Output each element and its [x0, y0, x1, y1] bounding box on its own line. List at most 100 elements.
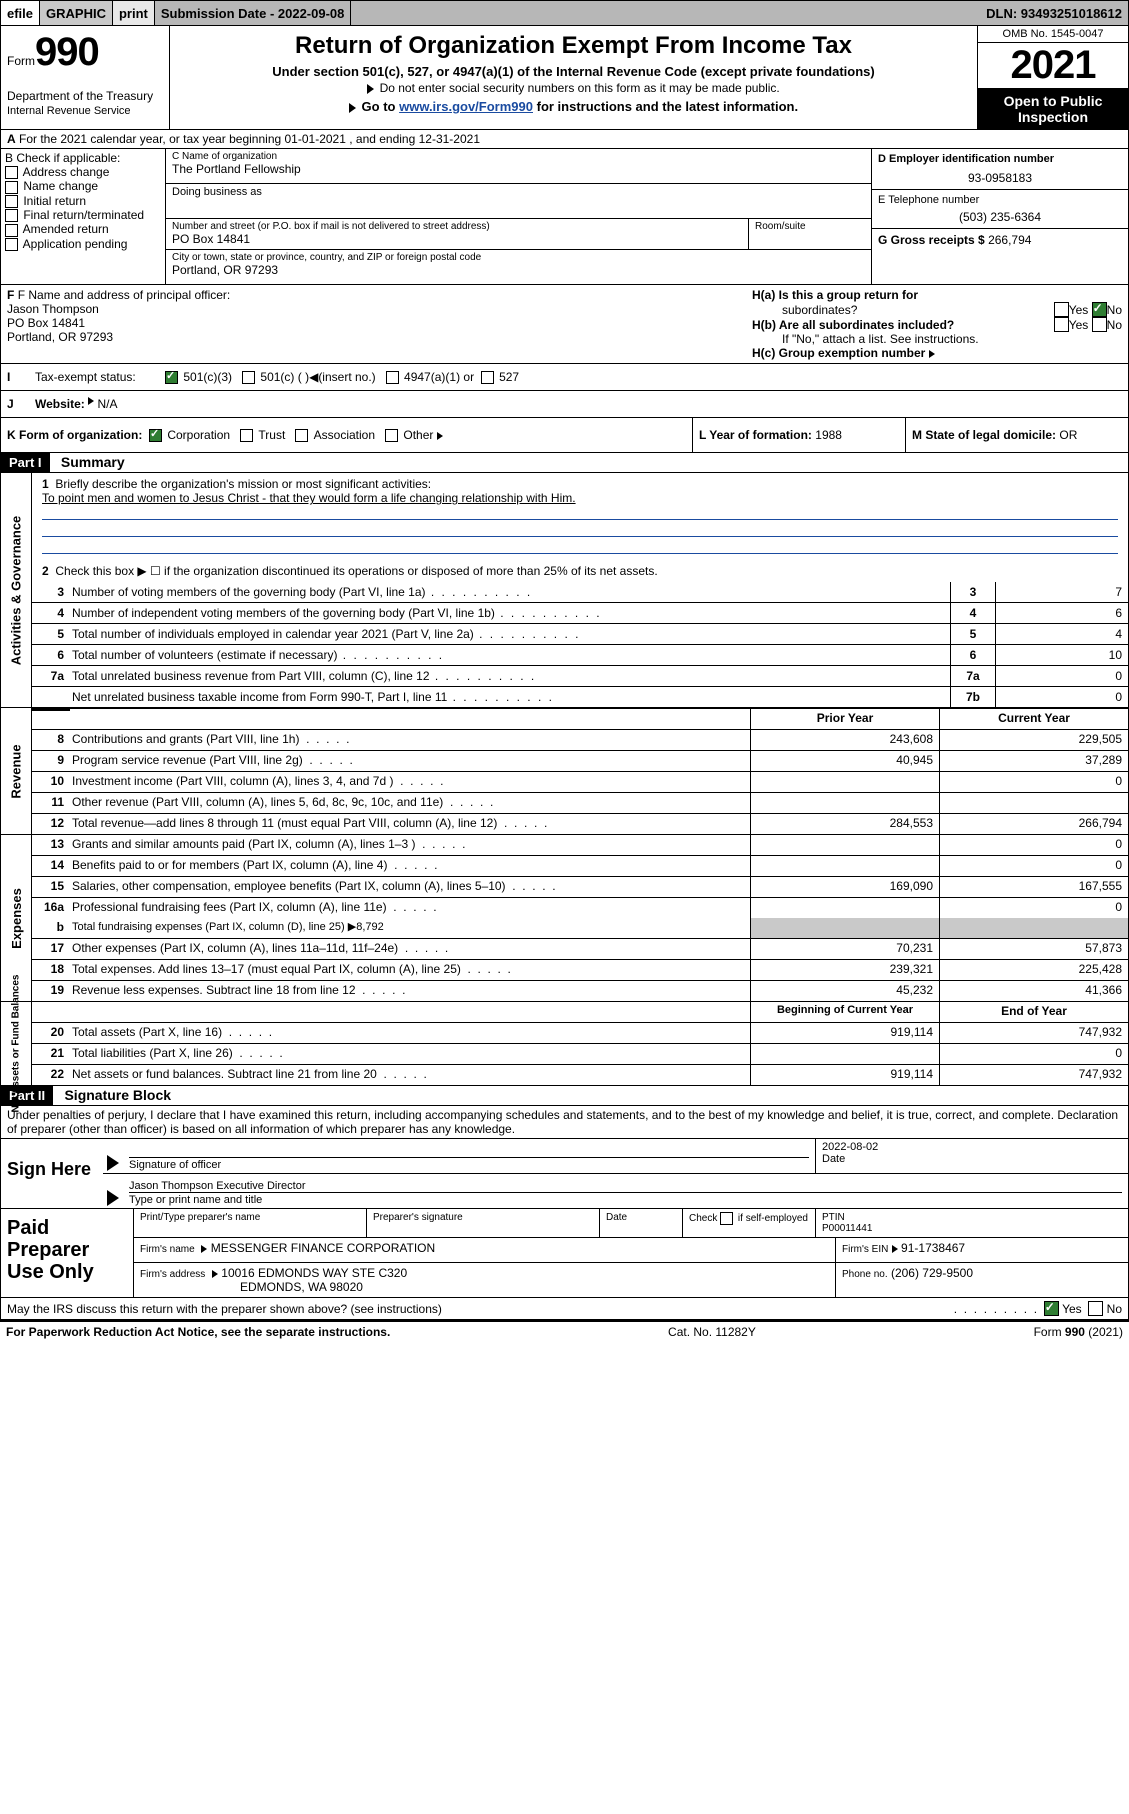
col-d-ein: D Employer identification number 93-0958…: [871, 149, 1128, 284]
chk-address-change[interactable]: Address change: [5, 165, 161, 179]
row-16b: b Total fundraising expenses (Part IX, c…: [32, 918, 1128, 939]
sign-date-field: 2022-08-02 Date: [815, 1139, 1128, 1173]
officer-printed-name: Jason Thompson Executive Director: [129, 1176, 1122, 1193]
firm-phone: (206) 729-9500: [891, 1266, 973, 1280]
col-c-org-info: C Name of organization The Portland Fell…: [166, 149, 871, 284]
signature-field[interactable]: Signature of officer: [123, 1139, 815, 1173]
sign-here-block: Sign Here Signature of officer 2022-08-0…: [0, 1139, 1129, 1209]
paid-preparer-label: Paid Preparer Use Only: [1, 1209, 133, 1297]
irs-link[interactable]: www.irs.gov/Form990: [399, 99, 533, 114]
chk-527[interactable]: [481, 371, 494, 384]
triangle-icon: [367, 84, 374, 94]
form-header: Form990 Department of the Treasury Inter…: [0, 26, 1129, 130]
mission-line: [42, 522, 1118, 537]
sign-here-label: Sign Here: [1, 1139, 103, 1208]
part-1-badge: Part I: [1, 453, 50, 472]
chk-self-employed[interactable]: [720, 1212, 733, 1225]
chk-other[interactable]: [385, 429, 398, 442]
table-row: 14 Benefits paid to or for members (Part…: [32, 856, 1128, 877]
footer-right: Form 990 (2021): [1034, 1325, 1123, 1339]
side-label-ag: Activities & Governance: [1, 473, 32, 707]
chk-final-return[interactable]: Final return/terminated: [5, 208, 161, 222]
table-row: Net unrelated business taxable income fr…: [32, 687, 1128, 707]
efile-label: efile: [1, 1, 40, 25]
dln-label: DLN: 93493251018612: [980, 1, 1128, 25]
ptin-cell: PTIN P00011441: [815, 1209, 1128, 1237]
table-row: 21 Total liabilities (Part X, line 26) .…: [32, 1044, 1128, 1065]
officer-name-field: Jason Thompson Executive Director Type o…: [123, 1174, 1128, 1208]
chk-501c[interactable]: [242, 371, 255, 384]
mission-line: [42, 505, 1118, 520]
part-2-badge: Part II: [1, 1086, 53, 1105]
table-row: 9 Program service revenue (Part VIII, li…: [32, 751, 1128, 772]
firm-addr1: 10016 EDMONDS WAY STE C320: [221, 1266, 407, 1280]
form-label: Form: [7, 54, 35, 68]
chk-4947[interactable]: [386, 371, 399, 384]
chk-name-change[interactable]: Name change: [5, 179, 161, 193]
q2-block: 2 Check this box ▶ ☐ if the organization…: [32, 560, 1128, 582]
chk-initial-return[interactable]: Initial return: [5, 194, 161, 208]
submission-date: Submission Date - 2022-09-08: [155, 1, 352, 25]
table-row: 19 Revenue less expenses. Subtract line …: [32, 981, 1128, 1001]
row-a-tax-year: A For the 2021 calendar year, or tax yea…: [0, 130, 1129, 149]
part-1-title: Summary: [53, 454, 125, 470]
net-assets-section: Net Assets or Fund Balances Beginning of…: [0, 1002, 1129, 1086]
sign-date: 2022-08-02: [822, 1141, 1122, 1153]
org-city: Portland, OR 97293: [172, 263, 865, 277]
col-b-label: B Check if applicable:: [5, 151, 161, 165]
table-row: 7a Total unrelated business revenue from…: [32, 666, 1128, 687]
prior-year-header: Prior Year: [750, 709, 939, 729]
mission-text: To point men and women to Jesus Christ -…: [42, 491, 1118, 505]
hb-yes-checkbox[interactable]: [1054, 317, 1069, 332]
prep-check-cell: Check if self-employed: [682, 1209, 815, 1237]
end-year-header: End of Year: [939, 1002, 1128, 1022]
ein-value: 93-0958183: [878, 171, 1122, 185]
header-right: OMB No. 1545-0047 2021 Open to Public In…: [977, 26, 1128, 129]
table-row: 13 Grants and similar amounts paid (Part…: [32, 835, 1128, 856]
chk-501c3[interactable]: [165, 371, 178, 384]
table-row: 11 Other revenue (Part VIII, column (A),…: [32, 793, 1128, 814]
firm-phone-cell: Phone no. (206) 729-9500: [835, 1263, 1128, 1297]
footer-left: For Paperwork Reduction Act Notice, see …: [6, 1325, 390, 1339]
ptin-value: P00011441: [822, 1223, 1122, 1234]
ein-cell: D Employer identification number 93-0958…: [872, 149, 1128, 189]
expense-table-2: 17 Other expenses (Part IX, column (A), …: [32, 939, 1128, 1001]
chk-application-pending[interactable]: Application pending: [5, 237, 161, 251]
ha-yes-checkbox[interactable]: [1054, 302, 1069, 317]
dba-cell: Doing business as: [166, 184, 871, 219]
addr-cell: Number and street (or P.O. box if mail i…: [166, 219, 871, 250]
form-subtitle-3: Go to www.irs.gov/Form990 for instructio…: [178, 99, 969, 114]
group-return-block: H(a) Is this a group return for subordin…: [746, 285, 1128, 363]
table-row: 10 Investment income (Part VIII, column …: [32, 772, 1128, 793]
officer-name: Jason Thompson: [7, 302, 740, 316]
triangle-icon: [107, 1155, 119, 1171]
chk-trust[interactable]: [240, 429, 253, 442]
part-1-header-row: Part I Summary: [0, 453, 1129, 473]
chk-amended-return[interactable]: Amended return: [5, 222, 161, 236]
officer-addr2: Portland, OR 97293: [7, 330, 740, 344]
table-row: 8 Contributions and grants (Part VIII, l…: [32, 730, 1128, 751]
form-number: 990: [35, 30, 99, 74]
table-row: 5 Total number of individuals employed i…: [32, 624, 1128, 645]
revenue-table: 8 Contributions and grants (Part VIII, l…: [32, 730, 1128, 834]
chk-association[interactable]: [295, 429, 308, 442]
net-table: 20 Total assets (Part X, line 16) . . . …: [32, 1023, 1128, 1085]
hb-no-checkbox[interactable]: [1092, 317, 1107, 332]
website-value: N/A: [97, 397, 117, 411]
discuss-yes-checkbox[interactable]: [1044, 1301, 1059, 1316]
table-row: 6 Total number of volunteers (estimate i…: [32, 645, 1128, 666]
principal-officer: F F Name and address of principal office…: [1, 285, 746, 363]
table-row: 16a Professional fundraising fees (Part …: [32, 898, 1128, 918]
firm-name: MESSENGER FINANCE CORPORATION: [211, 1241, 435, 1255]
print-button[interactable]: print: [113, 1, 155, 25]
penalty-statement: Under penalties of perjury, I declare th…: [0, 1106, 1129, 1139]
table-row: 15 Salaries, other compensation, employe…: [32, 877, 1128, 898]
discuss-no-checkbox[interactable]: [1088, 1301, 1103, 1316]
revenue-section: Revenue Prior Year Current Year 8 Contri…: [0, 708, 1129, 835]
triangle-icon: [437, 432, 443, 440]
q1-block: 1 Briefly describe the organization's mi…: [32, 473, 1128, 560]
chk-corporation[interactable]: [149, 429, 162, 442]
form-subtitle-2: Do not enter social security numbers on …: [178, 81, 969, 95]
ha-no-checkbox[interactable]: [1092, 302, 1107, 317]
row-i-tax-status: I Tax-exempt status: 501(c)(3) 501(c) ( …: [0, 364, 1129, 391]
